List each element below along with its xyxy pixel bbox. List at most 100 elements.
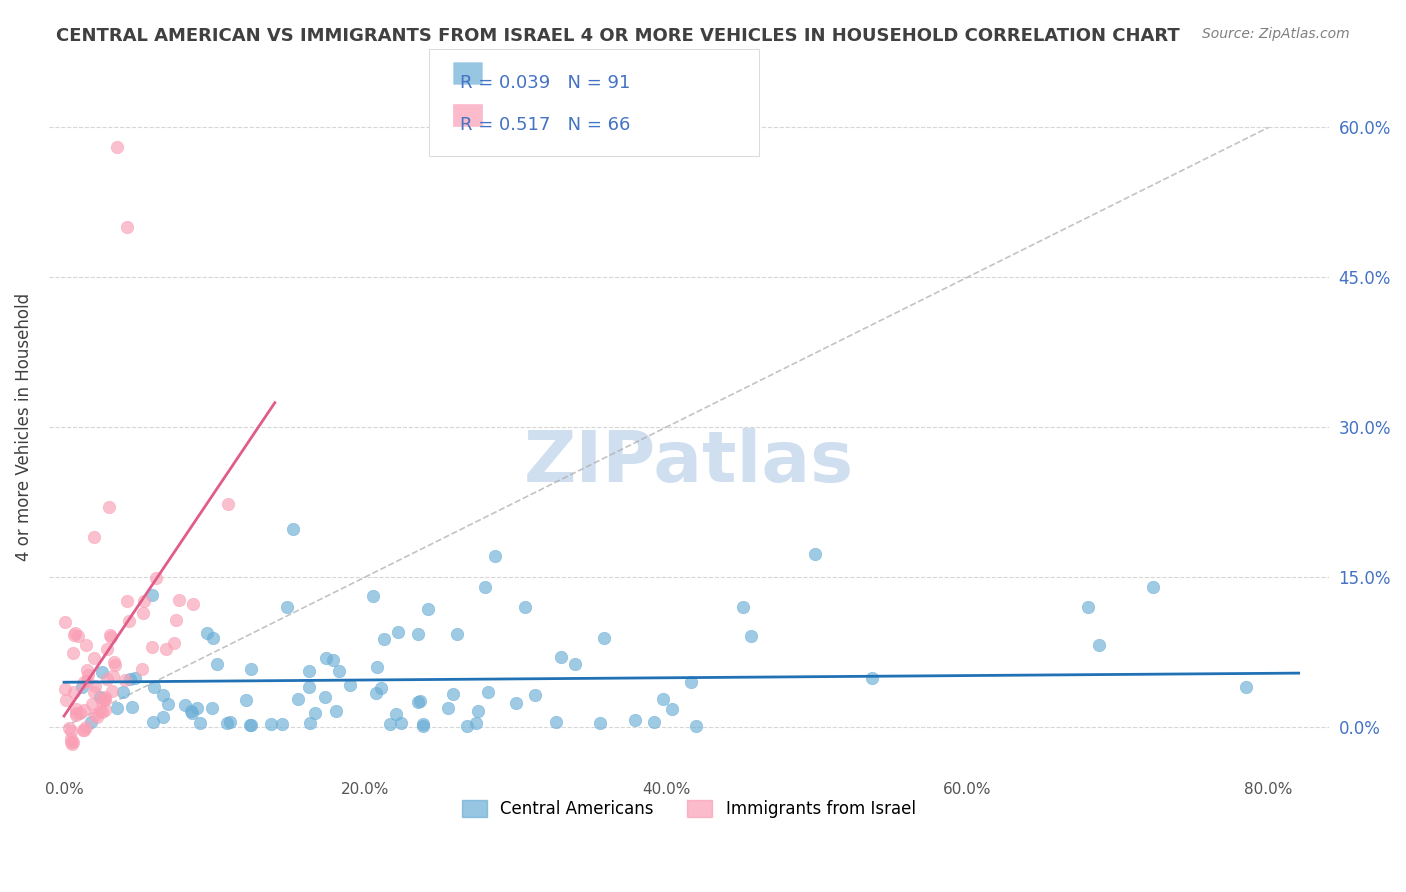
Point bbox=[180, 705, 202, 719]
Point bbox=[589, 716, 612, 731]
Point bbox=[740, 629, 762, 643]
Point bbox=[412, 717, 434, 731]
Point bbox=[406, 627, 429, 641]
Point bbox=[80, 714, 103, 729]
Point bbox=[315, 650, 337, 665]
Point bbox=[105, 140, 128, 154]
Point bbox=[90, 665, 112, 679]
Point bbox=[75, 720, 97, 734]
Point bbox=[115, 593, 138, 607]
Point bbox=[96, 672, 118, 686]
Point bbox=[524, 688, 547, 702]
Point bbox=[325, 704, 347, 718]
Point bbox=[328, 664, 350, 678]
Point bbox=[142, 714, 165, 729]
Point bbox=[188, 716, 211, 731]
Point bbox=[98, 500, 121, 514]
Point bbox=[167, 593, 190, 607]
Text: ZIPatlas: ZIPatlas bbox=[524, 427, 853, 497]
Text: Source: ZipAtlas.com: Source: ZipAtlas.com bbox=[1202, 27, 1350, 41]
Point bbox=[90, 694, 112, 708]
Point bbox=[387, 625, 409, 640]
Point bbox=[260, 716, 283, 731]
Point bbox=[65, 706, 87, 720]
Point bbox=[299, 716, 322, 731]
Point bbox=[72, 723, 94, 737]
Point bbox=[121, 700, 143, 714]
Point bbox=[217, 497, 239, 511]
Point bbox=[652, 692, 675, 706]
Point bbox=[55, 693, 77, 707]
Point bbox=[80, 697, 103, 711]
Point bbox=[60, 735, 83, 749]
Point bbox=[60, 737, 83, 751]
Point bbox=[860, 671, 883, 685]
Point bbox=[76, 668, 98, 682]
Point bbox=[65, 701, 87, 715]
Point bbox=[364, 686, 387, 700]
Point bbox=[219, 714, 242, 729]
Point bbox=[112, 685, 135, 699]
Point bbox=[72, 680, 94, 694]
Point bbox=[593, 631, 616, 645]
Point bbox=[53, 615, 76, 629]
Point bbox=[361, 589, 384, 603]
Point bbox=[373, 632, 395, 647]
Point bbox=[83, 530, 105, 544]
Point bbox=[141, 588, 163, 602]
Point bbox=[385, 706, 408, 721]
Y-axis label: 4 or more Vehicles in Household: 4 or more Vehicles in Household bbox=[15, 293, 32, 561]
Point bbox=[1087, 638, 1109, 652]
Point bbox=[239, 718, 262, 732]
Point bbox=[89, 690, 111, 705]
Point bbox=[83, 679, 105, 693]
Point bbox=[287, 691, 309, 706]
Point bbox=[93, 691, 115, 706]
Point bbox=[412, 719, 434, 733]
Point bbox=[124, 671, 146, 685]
Point bbox=[477, 684, 499, 698]
Point bbox=[60, 723, 83, 738]
Point bbox=[283, 522, 305, 536]
Point bbox=[624, 714, 647, 728]
Point bbox=[276, 599, 298, 614]
Point bbox=[75, 638, 97, 652]
Point bbox=[62, 646, 84, 660]
Point bbox=[94, 693, 117, 707]
Point bbox=[93, 703, 115, 717]
Point bbox=[104, 657, 127, 672]
Point bbox=[73, 723, 96, 737]
Point bbox=[96, 642, 118, 657]
Point bbox=[217, 716, 239, 731]
Point bbox=[103, 655, 125, 669]
Point bbox=[101, 669, 124, 683]
Point bbox=[156, 697, 179, 711]
Point bbox=[152, 710, 174, 724]
Point bbox=[314, 690, 336, 704]
Point bbox=[322, 653, 344, 667]
Point bbox=[685, 719, 707, 733]
Point bbox=[297, 680, 319, 694]
Point bbox=[643, 715, 665, 730]
Point bbox=[100, 630, 122, 644]
Point bbox=[152, 688, 174, 702]
Point bbox=[73, 675, 96, 690]
Point bbox=[484, 549, 506, 563]
Point bbox=[205, 657, 228, 672]
Point bbox=[505, 696, 527, 710]
Point bbox=[132, 607, 155, 621]
Point bbox=[114, 673, 136, 687]
Point bbox=[366, 659, 388, 673]
Point bbox=[173, 698, 195, 712]
Text: R = 0.517   N = 66: R = 0.517 N = 66 bbox=[460, 116, 630, 134]
Point bbox=[89, 704, 111, 718]
Point bbox=[118, 615, 141, 629]
Point bbox=[186, 701, 208, 715]
Point bbox=[91, 706, 114, 720]
Point bbox=[180, 706, 202, 721]
Point bbox=[271, 717, 294, 731]
Point bbox=[131, 662, 153, 676]
Point bbox=[83, 685, 105, 699]
Point bbox=[83, 708, 105, 723]
Point bbox=[117, 220, 139, 235]
